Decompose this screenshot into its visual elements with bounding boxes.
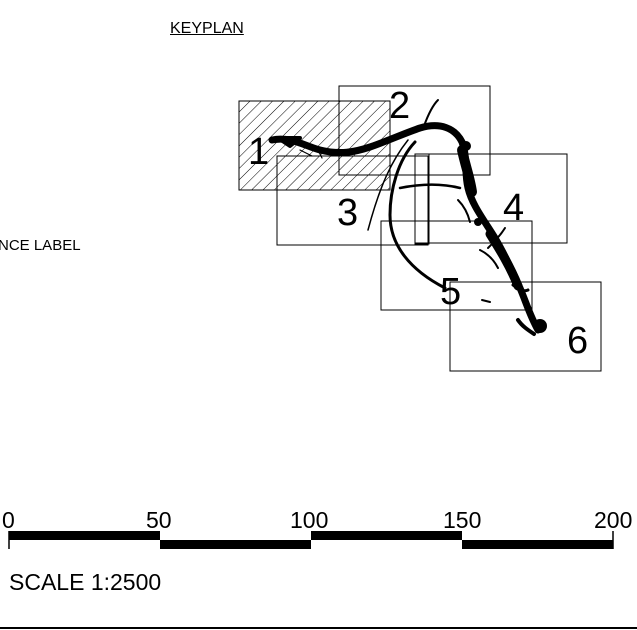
sheet-1-number: 1 [248,131,269,173]
route-end-blob [533,319,547,333]
sheet-6-box [449,281,602,372]
sheet-5-number: 5 [440,271,461,313]
scale-segment-3 [311,531,462,540]
scale-label: SCALE 1:2500 [9,569,162,595]
scale-bar [8,531,614,549]
reference-label: ENCE LABEL [0,237,81,254]
scale-tick-label: 50 [146,507,172,533]
sheet-3-box [276,155,429,246]
sheet-3-number: 3 [337,192,358,234]
scale-segment-2 [160,540,311,549]
scale-segment-4 [462,540,613,549]
route-node [461,141,471,151]
sheet-2-number: 2 [389,85,410,127]
sheet-4-number: 4 [503,187,524,229]
scale-tick-label: 0 [2,507,15,533]
route-line [268,99,542,336]
keyplan-title: KEYPLAN [170,20,244,37]
scale-tick-label: 150 [443,507,482,533]
scale-tick-label: 200 [594,507,633,533]
sheet-5-box [380,220,533,311]
sheet-3-inner-box [414,153,430,245]
route-node [474,218,482,226]
sheet-6-number: 6 [567,320,588,362]
scale-tick-label: 100 [290,507,329,533]
scale-segment-1 [9,531,160,540]
